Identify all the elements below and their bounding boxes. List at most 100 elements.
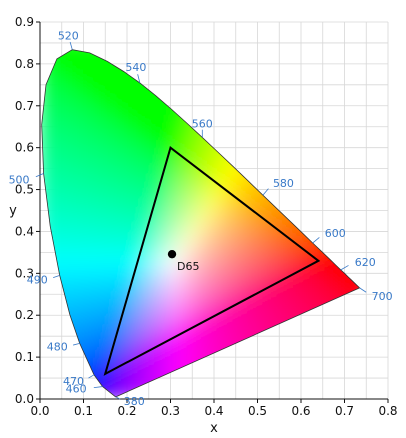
color-sample xyxy=(178,121,189,132)
color-sample xyxy=(326,263,337,275)
color-sample xyxy=(239,263,250,275)
color-sample xyxy=(352,54,360,65)
y-tick-label: 0.6 xyxy=(15,141,34,155)
color-sample xyxy=(82,71,94,82)
color-sample xyxy=(169,289,181,300)
color-sample xyxy=(273,289,285,300)
color-sample xyxy=(282,356,294,367)
color-sample xyxy=(73,314,85,325)
color-sample xyxy=(352,129,360,141)
color-sample xyxy=(308,88,320,99)
color-sample xyxy=(56,213,68,225)
color-sample xyxy=(326,71,337,82)
color-sample xyxy=(308,49,320,57)
color-sample xyxy=(47,222,59,233)
color-sample xyxy=(265,146,276,158)
color-sample xyxy=(291,339,302,350)
color-sample xyxy=(82,171,94,183)
color-sample xyxy=(99,314,111,325)
color-sample xyxy=(256,196,268,208)
color-sample xyxy=(160,171,172,183)
color-sample xyxy=(300,71,311,82)
color-sample xyxy=(108,171,120,183)
color-sample xyxy=(108,79,120,91)
color-sample xyxy=(143,163,155,174)
color-sample xyxy=(65,289,76,300)
color-sample xyxy=(247,297,259,308)
color-sample xyxy=(134,372,146,384)
color-sample xyxy=(247,305,259,317)
color-sample xyxy=(134,180,146,191)
y-tick-label: 0.9 xyxy=(15,15,34,29)
color-sample xyxy=(178,146,189,158)
color-sample xyxy=(73,205,85,216)
color-sample xyxy=(334,289,346,300)
color-sample xyxy=(65,188,76,199)
color-sample xyxy=(334,180,346,191)
color-sample xyxy=(300,247,311,258)
color-sample xyxy=(47,196,59,208)
color-sample xyxy=(291,54,302,65)
color-sample xyxy=(56,138,68,149)
color-sample xyxy=(65,213,76,225)
color-sample xyxy=(41,364,50,375)
color-sample xyxy=(221,104,233,116)
color-sample xyxy=(108,163,120,174)
color-sample xyxy=(308,247,320,258)
color-sample xyxy=(221,305,233,317)
color-sample xyxy=(300,238,311,250)
color-sample xyxy=(204,255,215,266)
color-sample xyxy=(334,113,346,124)
color-sample xyxy=(134,49,146,57)
color-sample xyxy=(126,314,137,325)
color-sample xyxy=(239,96,250,107)
color-sample xyxy=(282,297,294,308)
color-sample xyxy=(41,62,50,74)
color-sample xyxy=(91,62,102,74)
color-sample xyxy=(352,104,360,116)
color-sample xyxy=(169,155,181,166)
color-sample xyxy=(221,188,233,199)
color-sample xyxy=(300,180,311,191)
color-sample xyxy=(343,129,355,141)
color-sample xyxy=(178,71,189,82)
color-sample xyxy=(82,96,94,107)
color-sample xyxy=(308,146,320,158)
color-sample xyxy=(352,88,360,99)
color-sample xyxy=(108,196,120,208)
color-sample xyxy=(169,263,181,275)
color-sample xyxy=(256,180,268,191)
color-sample xyxy=(126,222,137,233)
color-sample xyxy=(143,339,155,350)
color-sample xyxy=(282,62,294,74)
color-sample xyxy=(265,272,276,283)
color-sample xyxy=(282,238,294,250)
color-sample xyxy=(256,356,268,367)
color-sample xyxy=(47,188,59,199)
color-sample xyxy=(213,314,224,325)
color-sample xyxy=(91,255,102,266)
color-sample xyxy=(256,280,268,292)
color-sample xyxy=(186,297,198,308)
color-sample xyxy=(186,289,198,300)
color-sample xyxy=(126,96,137,107)
color-sample xyxy=(195,305,207,317)
color-sample xyxy=(300,146,311,158)
color-sample xyxy=(221,347,233,359)
color-sample xyxy=(126,272,137,283)
color-sample xyxy=(143,330,155,342)
color-sample xyxy=(117,230,128,241)
color-sample xyxy=(73,121,85,132)
color-sample xyxy=(239,238,250,250)
color-sample xyxy=(82,129,94,141)
color-sample xyxy=(65,171,76,183)
color-sample xyxy=(73,88,85,99)
color-sample xyxy=(291,381,302,392)
color-sample xyxy=(99,138,111,149)
x-tick-label: 0.1 xyxy=(74,404,93,418)
color-sample xyxy=(343,280,355,292)
color-sample xyxy=(169,62,181,74)
spectral-locus-outline xyxy=(41,49,361,398)
color-sample xyxy=(41,322,50,333)
y-tick-label: 0.3 xyxy=(15,266,34,280)
